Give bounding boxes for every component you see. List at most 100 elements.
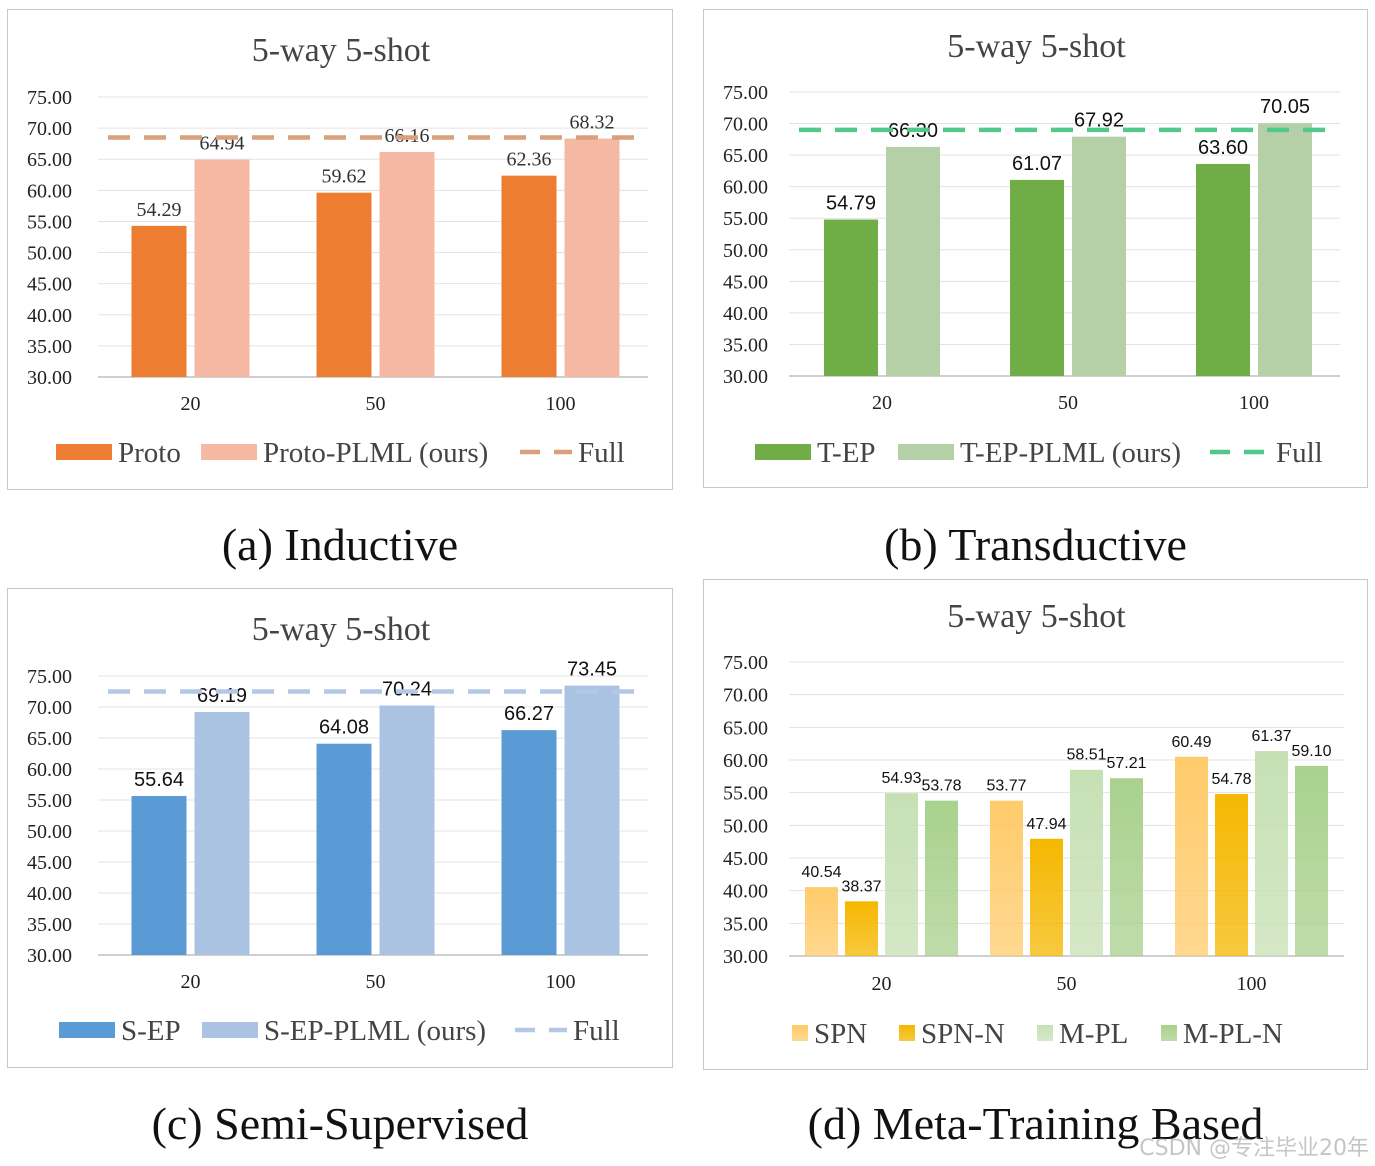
data-label: 55.64: [134, 769, 184, 791]
y-tick-label: 50.00: [723, 240, 768, 262]
data-label: 64.08: [319, 717, 369, 739]
legend-swatch-spn-n: [899, 1025, 915, 1041]
data-label: 38.37: [841, 878, 881, 895]
y-tick-label: 35.00: [723, 334, 768, 356]
bar-proto-plml-ours: [194, 159, 250, 377]
legend-label-proto-plml-ours: Proto-PLML (ours): [263, 437, 488, 469]
chart-panel-meta-training: 5-way 5-shot 75.00 70.00 65.00 60.00 55.00 50.…: [703, 579, 1368, 1070]
y-tick-label: 65.00: [723, 145, 768, 167]
legend-swatch-m-pl: [1037, 1025, 1053, 1041]
bar-spn-n: [1030, 838, 1063, 956]
x-tick-label: 20: [181, 393, 201, 415]
data-label: 70.05: [1260, 96, 1310, 118]
y-tick-label: 30.00: [27, 367, 72, 389]
data-label: 61.07: [1012, 153, 1062, 175]
legend-label-m-pl-n: M-PL-N: [1183, 1018, 1283, 1050]
y-tick-label: 30.00: [723, 366, 768, 388]
y-tick-label: 75.00: [27, 87, 72, 109]
legend-swatch-proto: [56, 444, 112, 460]
data-label: 73.45: [567, 659, 617, 681]
y-tick-label: 50.00: [27, 243, 72, 265]
y-tick-label: 55.00: [723, 783, 768, 805]
bar-proto-plml-ours: [379, 152, 435, 377]
legend-label-s-ep-plml-ours: S-EP-PLML (ours): [264, 1015, 486, 1047]
y-tick-label: 45.00: [723, 848, 768, 870]
chart-panel-inductive: 5-way 5-shot 75.00 70.00 65.00 60.00 55.00 50.…: [7, 9, 673, 490]
legend-label-full: Full: [578, 437, 625, 469]
x-tick-label: 100: [546, 971, 576, 993]
data-label: 40.54: [801, 864, 841, 881]
legend-label-full: Full: [1276, 437, 1323, 469]
legend-label-t-ep-plml-ours: T-EP-PLML (ours): [960, 437, 1181, 469]
bar-t-ep-plml-ours: [1258, 123, 1312, 377]
bar-m-pl-n: [925, 800, 958, 956]
y-tick-label: 70.00: [27, 118, 72, 140]
y-tick-label: 40.00: [27, 883, 72, 905]
data-label: 68.32: [570, 112, 615, 134]
y-tick-label: 55.00: [27, 790, 72, 812]
legend-label-full: Full: [573, 1015, 620, 1047]
bar-t-ep-plml-ours: [886, 146, 940, 376]
caption-inductive: (a) Inductive: [221, 519, 459, 570]
data-label: 47.94: [1026, 816, 1066, 833]
y-tick-label: 70.00: [723, 685, 768, 707]
data-label: 54.78: [1211, 771, 1251, 788]
bar-spn: [1175, 756, 1208, 956]
data-label: 61.37: [1251, 728, 1291, 745]
legend-swatch-spn: [792, 1025, 808, 1041]
data-label: 57.21: [1106, 755, 1146, 772]
legend-swatch-s-ep: [59, 1022, 115, 1038]
y-tick-label: 40.00: [27, 305, 72, 327]
y-tick-label: 65.00: [27, 728, 72, 750]
y-tick-label: 60.00: [723, 750, 768, 772]
data-label: 59.10: [1291, 743, 1331, 760]
caption-meta-training: (d) Meta-Training Based: [807, 1098, 1264, 1149]
chart-svg-2: 5-way 5-shot 75.00 70.00 65.00 60.00 55.00 50.…: [27, 611, 648, 1047]
y-tick-label: 40.00: [723, 881, 768, 903]
chart-title: 5-way 5-shot: [252, 32, 431, 69]
bar-spn: [805, 887, 838, 956]
bar-proto: [316, 192, 372, 377]
chart-svg-3: 5-way 5-shot 75.00 70.00 65.00 60.00 55.00 50.…: [723, 598, 1344, 1050]
data-label: 54.79: [826, 193, 876, 215]
bar-m-pl: [1255, 751, 1288, 956]
bar-m-pl-n: [1110, 778, 1143, 956]
chart-svg-1: 5-way 5-shot 75.00 70.00 65.00 60.00 55.00 50.…: [723, 28, 1340, 469]
bar-m-pl-n: [1295, 765, 1328, 956]
y-tick-label: 70.00: [27, 697, 72, 719]
x-tick-label: 50: [1057, 973, 1077, 995]
y-tick-label: 45.00: [27, 852, 72, 874]
y-tick-label: 35.00: [723, 913, 768, 935]
legend-label-t-ep: T-EP: [817, 437, 876, 469]
x-tick-label: 20: [872, 973, 892, 995]
data-label: 53.78: [921, 778, 961, 795]
x-tick-label: 50: [366, 971, 386, 993]
data-label: 62.36: [507, 149, 552, 171]
x-tick-label: 100: [1237, 973, 1267, 995]
data-label: 60.49: [1171, 734, 1211, 751]
legend-swatch-t-ep-plml-ours: [898, 444, 954, 460]
y-tick-label: 55.00: [723, 208, 768, 230]
y-tick-label: 70.00: [723, 114, 768, 136]
y-tick-label: 45.00: [27, 274, 72, 296]
bar-t-ep-plml-ours: [1072, 136, 1126, 376]
bar-s-ep: [131, 796, 187, 955]
bar-s-ep-plml-ours: [564, 685, 620, 955]
x-tick-label: 50: [366, 393, 386, 415]
data-label: 66.27: [504, 703, 554, 725]
chart-title: 5-way 5-shot: [947, 598, 1126, 635]
caption-semi-supervised: (c) Semi-Supervised: [151, 1098, 529, 1149]
x-tick-label: 50: [1058, 392, 1078, 414]
y-tick-label: 65.00: [27, 149, 72, 171]
bar-spn-n: [845, 901, 878, 956]
bar-t-ep: [1196, 163, 1250, 376]
legend-swatch-s-ep-plml-ours: [202, 1022, 258, 1038]
bar-s-ep-plml-ours: [194, 712, 250, 955]
bar-t-ep: [824, 219, 878, 376]
bar-s-ep: [316, 743, 372, 955]
y-tick-label: 30.00: [27, 945, 72, 967]
chart-title: 5-way 5-shot: [947, 28, 1126, 65]
bar-proto: [131, 225, 187, 377]
bar-proto-plml-ours: [564, 138, 620, 377]
legend-label-proto: Proto: [118, 437, 181, 469]
